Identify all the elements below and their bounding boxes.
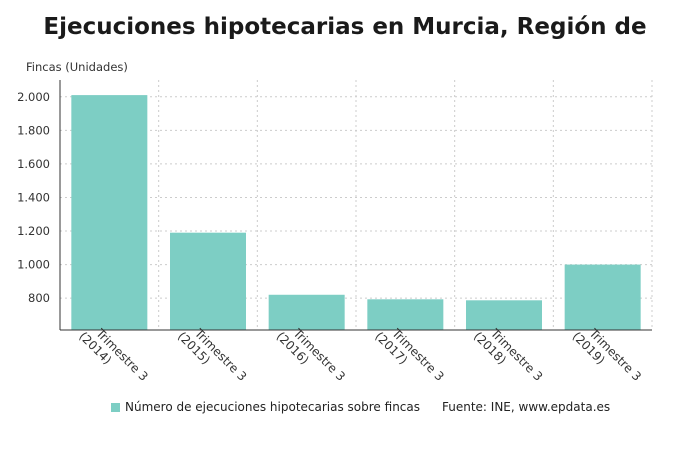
source-note: Fuente: INE, www.epdata.es	[442, 400, 611, 414]
y-tick-label: 2.000	[17, 90, 50, 104]
bar	[564, 264, 641, 330]
bar	[268, 294, 345, 330]
legend-swatch	[111, 402, 120, 412]
chart-title: Ejecuciones hipotecarias en Murcia, Regi…	[43, 14, 647, 40]
y-tick-label: 1.800	[17, 123, 50, 137]
legend-label: Número de ejecuciones hipotecarias sobre…	[125, 400, 420, 414]
y-tick-label: 1.200	[17, 224, 50, 238]
bar	[170, 232, 246, 330]
y-axis-label: Fincas (Unidades)	[26, 60, 128, 74]
legend: Número de ejecuciones hipotecarias sobre…	[111, 400, 610, 414]
y-tick-label: 1.600	[17, 157, 50, 171]
bar	[466, 300, 542, 330]
bar	[71, 95, 148, 330]
bar	[367, 299, 444, 330]
y-tick-label: 1.000	[17, 258, 50, 272]
y-tick-label: 1.400	[17, 190, 50, 204]
y-tick-label: 800	[28, 291, 50, 305]
